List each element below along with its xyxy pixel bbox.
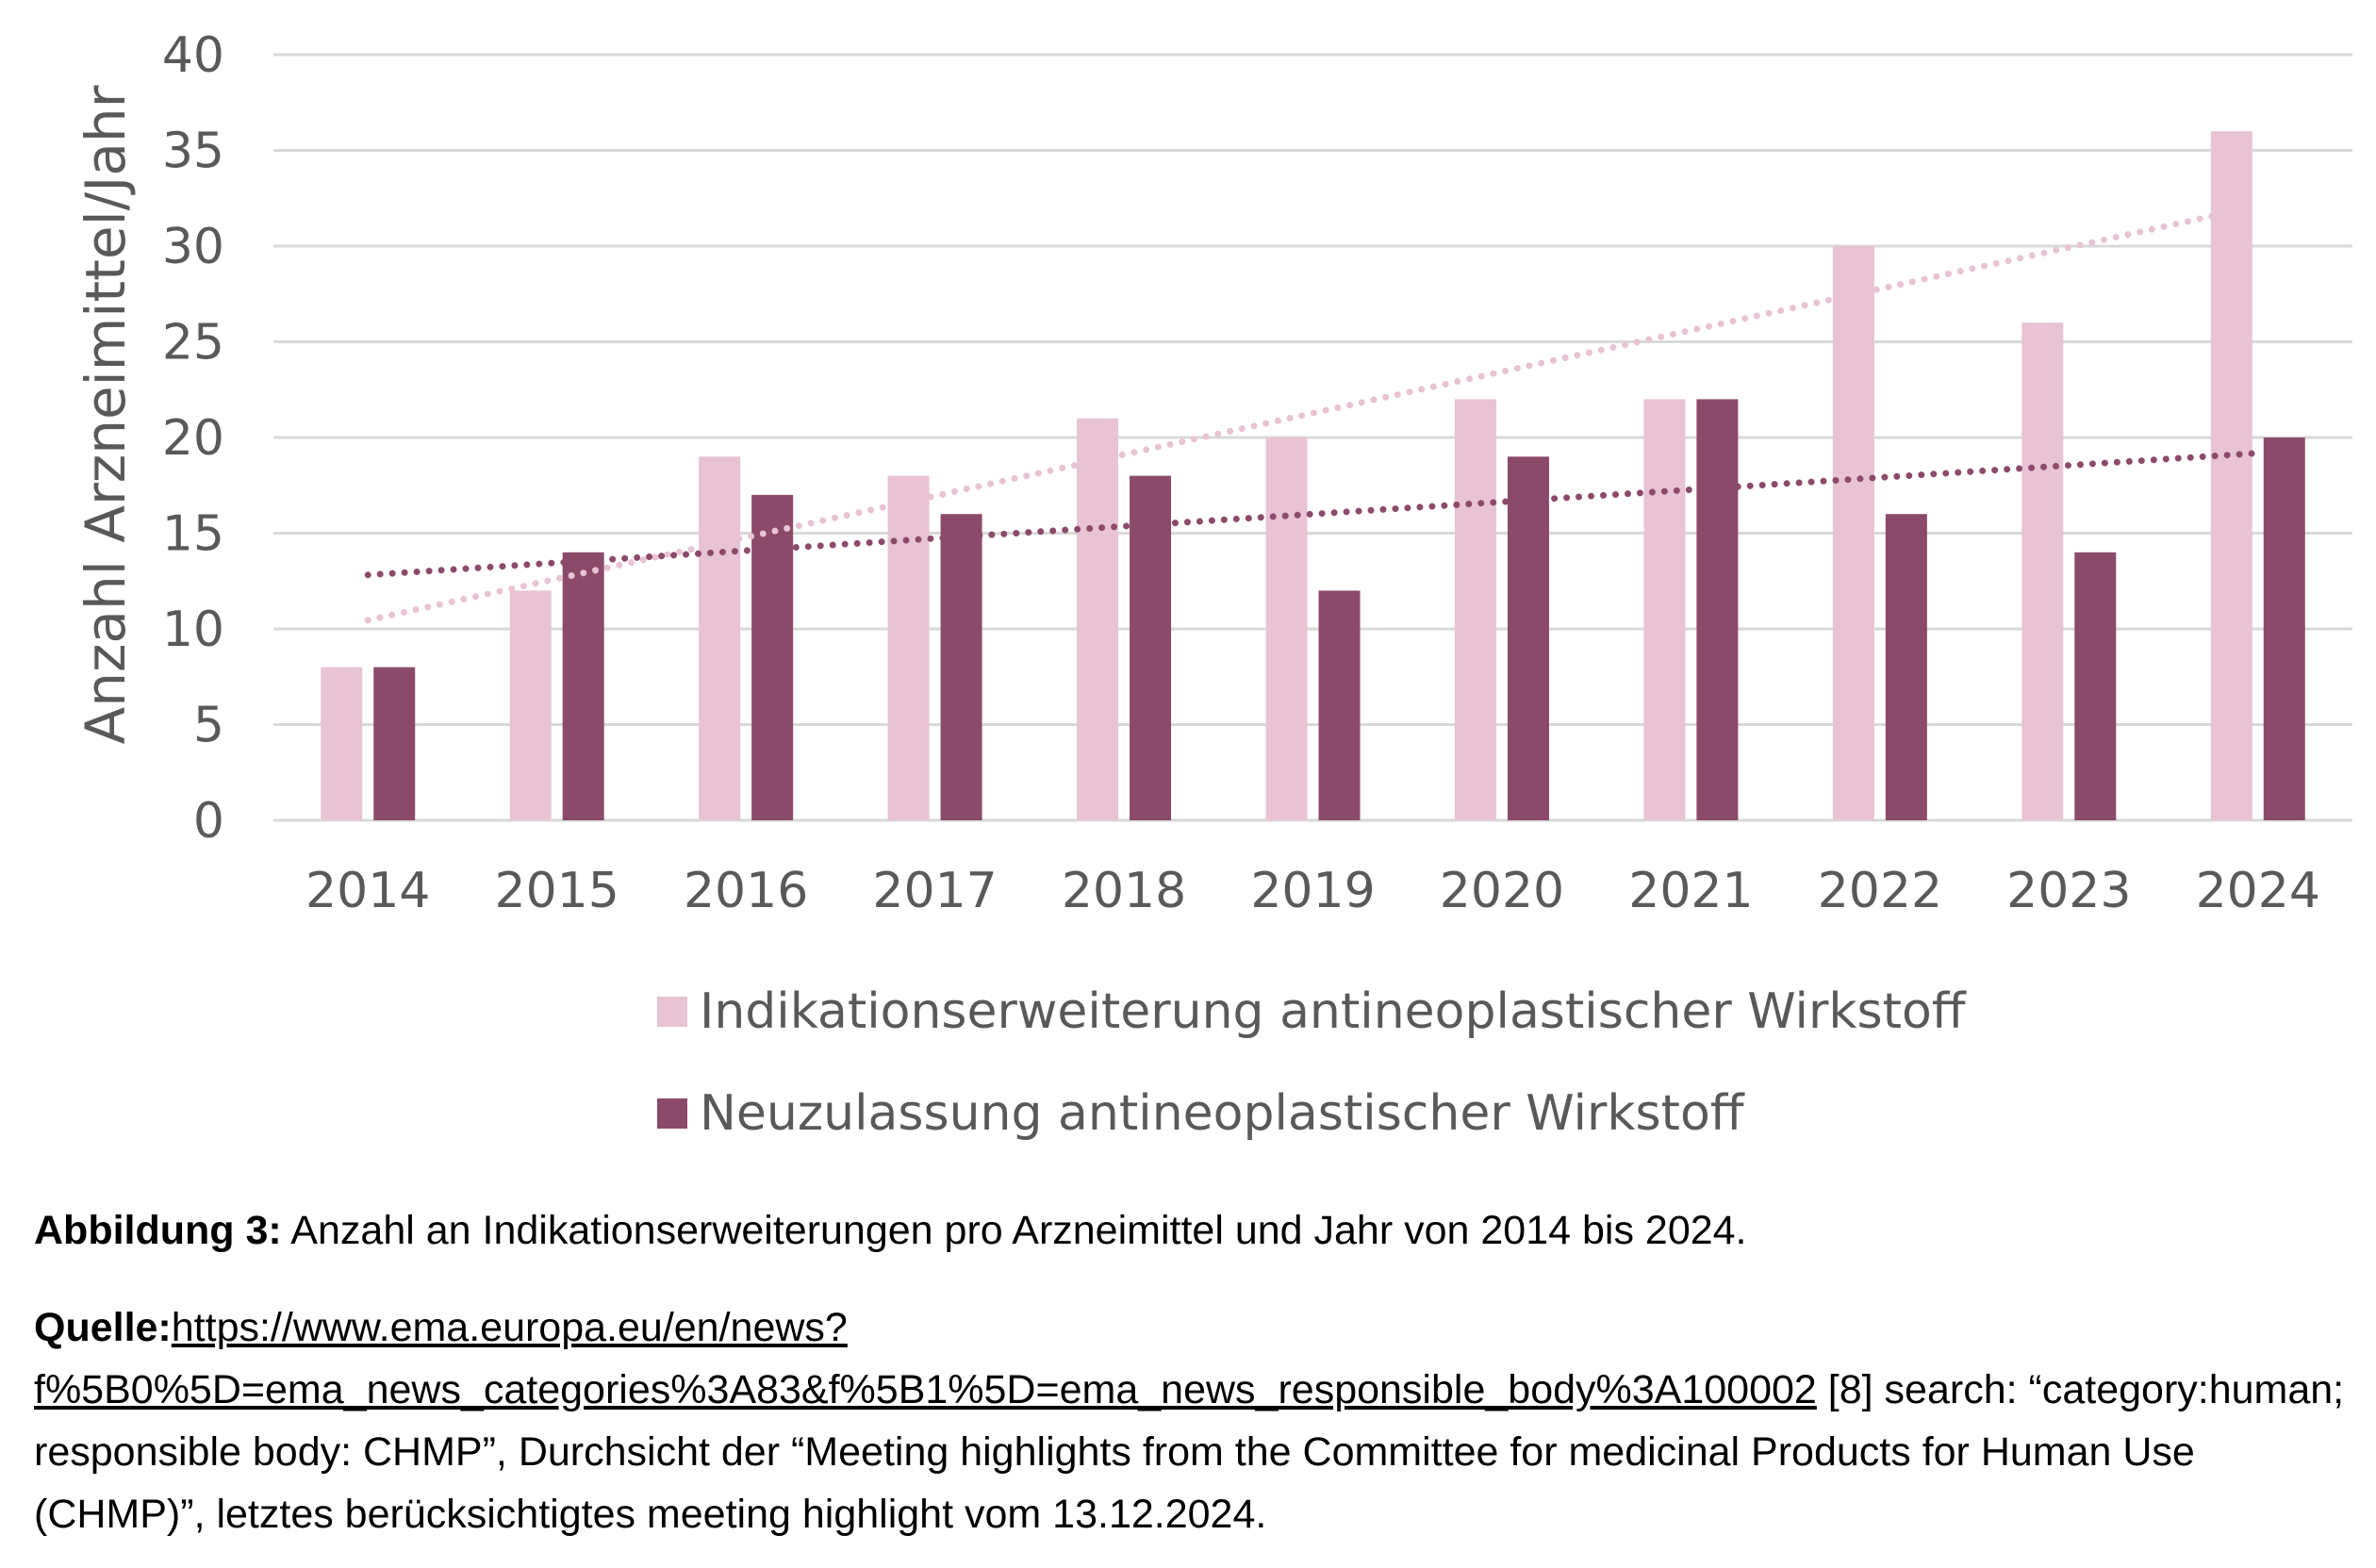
bars [321, 131, 2305, 820]
source-text: [8] search: “category:human; responsible… [34, 1367, 2345, 1537]
gridlines [273, 53, 2352, 822]
y-tick-label-40: 40 [162, 27, 224, 84]
caption-text: Anzahl an Indikationserweiterungen pro A… [281, 1208, 1747, 1253]
bar-indikationserweiterung-2016 [699, 456, 741, 820]
x-tick-label-2016: 2016 [684, 863, 808, 919]
bar-indikationserweiterung-2020 [1454, 399, 1496, 820]
x-tick-label-2022: 2022 [1818, 863, 1942, 919]
x-tick-label-2021: 2021 [1628, 863, 1753, 919]
x-axis-ticks: 2014 2015 2016 2017 2018 2019 2020 2021 2022 2023… [305, 863, 2320, 919]
bar-neuzulassung-2017 [940, 514, 982, 820]
legend-swatch-indikationserweiterung [657, 997, 687, 1027]
x-tick-label-2019: 2019 [1250, 863, 1375, 919]
bar-indikationserweiterung-2021 [1643, 399, 1686, 820]
y-tick-label-35: 35 [162, 124, 224, 180]
legend: Indikationserweiterung antineoplastische… [657, 983, 1967, 1142]
bar-neuzulassung-2024 [2263, 437, 2305, 820]
legend-swatch-neuzulassung [657, 1098, 687, 1129]
y-tick-label-30: 30 [162, 219, 224, 275]
legend-label-indikationserweiterung: Indikationserweiterung antineoplastische… [700, 983, 1967, 1040]
x-tick-label-2020: 2020 [1440, 863, 1564, 919]
bar-neuzulassung-2018 [1130, 475, 1172, 820]
bar-indikationserweiterung-2018 [1077, 418, 1119, 820]
y-axis-ticks: 0 5 10 15 20 25 30 35 40 [162, 27, 224, 850]
trendlines [364, 203, 2262, 624]
source-note: Quelle:https://www.ema.europa.eu/en/news… [34, 1296, 2353, 1545]
y-tick-label-5: 5 [193, 698, 224, 754]
trendline-indikationserweiterung [364, 203, 2262, 624]
trendline-neuzulassung [364, 450, 2262, 579]
bar-indikationserweiterung-2024 [2210, 131, 2252, 820]
y-tick-label-10: 10 [162, 602, 224, 658]
y-tick-label-25: 25 [162, 315, 224, 371]
source-label: Quelle: [34, 1305, 172, 1350]
bar-neuzulassung-2019 [1318, 590, 1361, 820]
bar-neuzulassung-2020 [1507, 456, 1549, 820]
bar-neuzulassung-2021 [1696, 399, 1739, 820]
bar-neuzulassung-2022 [1885, 514, 1927, 820]
bar-neuzulassung-2014 [373, 667, 416, 820]
legend-label-neuzulassung: Neuzulassung antineoplastischer Wirkstof… [700, 1085, 1745, 1142]
y-tick-label-15: 15 [162, 506, 224, 563]
x-tick-label-2024: 2024 [2196, 863, 2320, 919]
x-tick-label-2017: 2017 [872, 863, 997, 919]
bar-indikationserweiterung-2019 [1265, 437, 1308, 820]
bar-indikationserweiterung-2023 [2021, 322, 2064, 820]
source-link[interactable]: https://www.ema.europa.eu/en/news?f%5B0%… [34, 1305, 1817, 1412]
bar-neuzulassung-2015 [562, 552, 604, 820]
bar-indikationserweiterung-2015 [509, 590, 552, 820]
x-tick-label-2015: 2015 [495, 863, 619, 919]
y-axis-label: Anzahl Arzneimittel/Jahr [74, 85, 138, 744]
x-tick-label-2018: 2018 [1062, 863, 1186, 919]
caption-label: Abbildung 3: [34, 1208, 282, 1253]
bar-indikationserweiterung-2014 [321, 667, 363, 820]
figure-caption: Abbildung 3: Anzahl an Indikationserweit… [34, 1199, 2335, 1262]
x-tick-label-2023: 2023 [2006, 863, 2131, 919]
x-tick-label-2014: 2014 [305, 863, 430, 919]
y-tick-label-0: 0 [193, 793, 224, 850]
bar-neuzulassung-2016 [751, 494, 794, 820]
bar-indikationserweiterung-2017 [887, 475, 930, 820]
y-tick-label-20: 20 [162, 410, 224, 467]
bar-neuzulassung-2023 [2074, 552, 2117, 820]
bar-indikationserweiterung-2022 [1832, 246, 1874, 820]
